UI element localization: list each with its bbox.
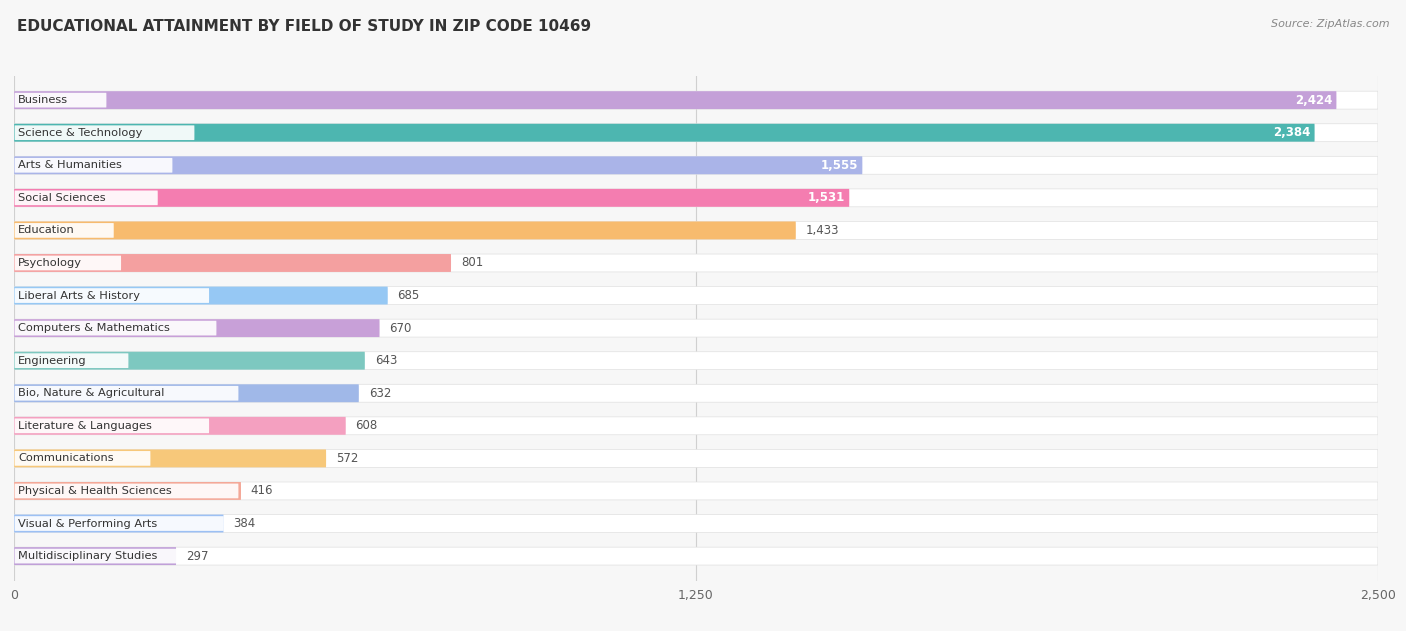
Text: 608: 608 <box>356 420 378 432</box>
FancyBboxPatch shape <box>14 126 194 140</box>
FancyBboxPatch shape <box>14 549 231 563</box>
Text: Science & Technology: Science & Technology <box>18 127 142 138</box>
FancyBboxPatch shape <box>14 254 451 272</box>
Text: Education: Education <box>18 225 75 235</box>
FancyBboxPatch shape <box>14 158 173 173</box>
FancyBboxPatch shape <box>14 319 380 337</box>
FancyBboxPatch shape <box>14 417 1378 435</box>
Text: EDUCATIONAL ATTAINMENT BY FIELD OF STUDY IN ZIP CODE 10469: EDUCATIONAL ATTAINMENT BY FIELD OF STUDY… <box>17 19 591 34</box>
FancyBboxPatch shape <box>14 547 176 565</box>
Text: Social Sciences: Social Sciences <box>18 193 105 203</box>
FancyBboxPatch shape <box>14 384 1378 402</box>
FancyBboxPatch shape <box>14 514 1378 533</box>
FancyBboxPatch shape <box>14 321 217 336</box>
FancyBboxPatch shape <box>14 223 114 238</box>
FancyBboxPatch shape <box>14 449 1378 468</box>
FancyBboxPatch shape <box>14 483 239 498</box>
Text: 297: 297 <box>186 550 208 563</box>
Text: Multidisciplinary Studies: Multidisciplinary Studies <box>18 551 157 561</box>
FancyBboxPatch shape <box>14 351 364 370</box>
FancyBboxPatch shape <box>14 351 1378 370</box>
Text: Physical & Health Sciences: Physical & Health Sciences <box>18 486 172 496</box>
FancyBboxPatch shape <box>14 124 1315 142</box>
FancyBboxPatch shape <box>14 514 224 533</box>
Text: Visual & Performing Arts: Visual & Performing Arts <box>18 519 157 529</box>
Text: Engineering: Engineering <box>18 356 87 366</box>
Text: Computers & Mathematics: Computers & Mathematics <box>18 323 170 333</box>
FancyBboxPatch shape <box>14 384 359 402</box>
FancyBboxPatch shape <box>14 256 121 270</box>
Text: 801: 801 <box>461 256 484 269</box>
FancyBboxPatch shape <box>14 418 209 433</box>
FancyBboxPatch shape <box>14 254 1378 272</box>
Text: 1,531: 1,531 <box>807 191 845 204</box>
FancyBboxPatch shape <box>14 124 1378 142</box>
FancyBboxPatch shape <box>14 156 1378 174</box>
FancyBboxPatch shape <box>14 482 1378 500</box>
FancyBboxPatch shape <box>14 156 862 174</box>
FancyBboxPatch shape <box>14 286 388 305</box>
FancyBboxPatch shape <box>14 288 209 303</box>
Text: Bio, Nature & Agricultural: Bio, Nature & Agricultural <box>18 388 165 398</box>
FancyBboxPatch shape <box>14 189 1378 207</box>
FancyBboxPatch shape <box>14 93 107 107</box>
FancyBboxPatch shape <box>14 286 1378 305</box>
FancyBboxPatch shape <box>14 547 1378 565</box>
Text: 416: 416 <box>250 485 273 497</box>
FancyBboxPatch shape <box>14 353 128 368</box>
Text: 1,555: 1,555 <box>821 159 858 172</box>
FancyBboxPatch shape <box>14 451 150 466</box>
FancyBboxPatch shape <box>14 189 849 207</box>
FancyBboxPatch shape <box>14 319 1378 337</box>
Text: 572: 572 <box>336 452 359 465</box>
Text: Communications: Communications <box>18 454 114 463</box>
Text: Arts & Humanities: Arts & Humanities <box>18 160 122 170</box>
Text: 643: 643 <box>374 354 396 367</box>
FancyBboxPatch shape <box>14 449 326 468</box>
Text: 685: 685 <box>398 289 420 302</box>
FancyBboxPatch shape <box>14 221 796 239</box>
FancyBboxPatch shape <box>14 516 224 531</box>
FancyBboxPatch shape <box>14 417 346 435</box>
FancyBboxPatch shape <box>14 91 1378 109</box>
Text: Psychology: Psychology <box>18 258 82 268</box>
Text: 2,384: 2,384 <box>1272 126 1310 139</box>
FancyBboxPatch shape <box>14 191 157 205</box>
Text: 632: 632 <box>368 387 391 400</box>
FancyBboxPatch shape <box>14 482 240 500</box>
FancyBboxPatch shape <box>14 91 1337 109</box>
Text: 384: 384 <box>233 517 256 530</box>
FancyBboxPatch shape <box>14 221 1378 239</box>
Text: Liberal Arts & History: Liberal Arts & History <box>18 290 139 300</box>
Text: Business: Business <box>18 95 67 105</box>
Text: Source: ZipAtlas.com: Source: ZipAtlas.com <box>1271 19 1389 29</box>
Text: 1,433: 1,433 <box>806 224 839 237</box>
FancyBboxPatch shape <box>14 386 239 401</box>
Text: 670: 670 <box>389 322 412 334</box>
Text: 2,424: 2,424 <box>1295 93 1331 107</box>
Text: Literature & Languages: Literature & Languages <box>18 421 152 431</box>
